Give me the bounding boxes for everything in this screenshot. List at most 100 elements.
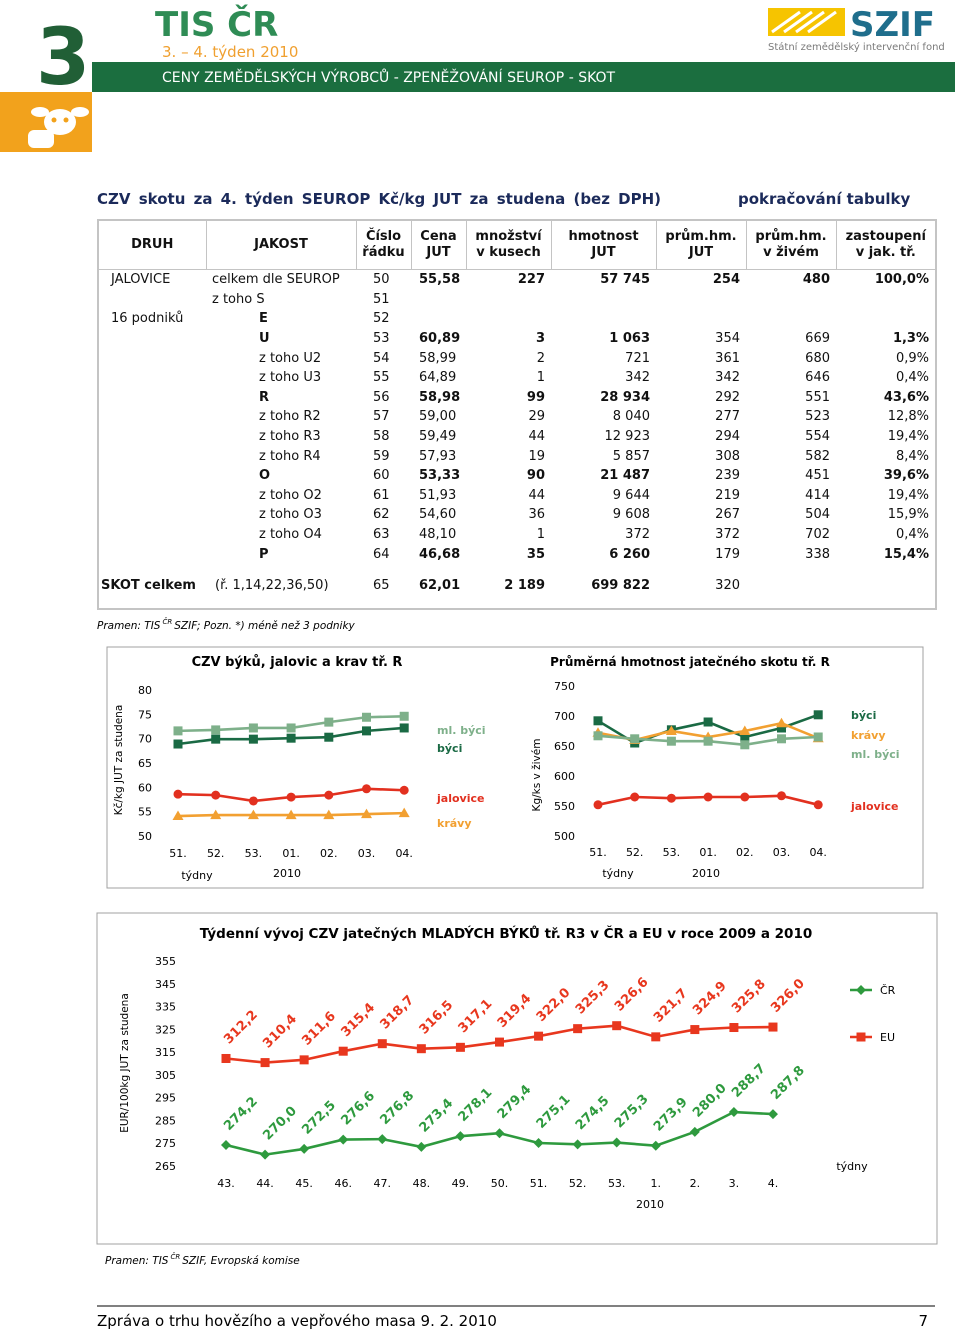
y-axis-label: Kg/ks v živém — [531, 739, 543, 812]
data-point — [285, 809, 297, 820]
data-point — [572, 1139, 583, 1150]
table-cell: 48,10 — [419, 527, 457, 543]
table-cell: 0,9% — [895, 350, 929, 366]
value-label: 315,4 — [338, 1000, 378, 1040]
y-tick-label: 550 — [554, 800, 575, 813]
data-point — [665, 725, 677, 735]
x-tick-label: 2. — [690, 1177, 701, 1190]
page-number: 7 — [918, 1312, 928, 1330]
brand: TIS ČR — [155, 4, 278, 45]
table-cell — [466, 309, 551, 329]
table-cell: 0,4% — [895, 527, 929, 543]
table-cell: 361 — [715, 350, 740, 366]
column-header: množství v kusech — [465, 219, 552, 270]
data-point — [286, 723, 296, 733]
value-label: 324,9 — [690, 979, 730, 1019]
data-point — [260, 1149, 271, 1160]
y-tick-label: 275 — [155, 1137, 176, 1150]
data-point — [776, 717, 787, 728]
value-label: 310,4 — [260, 1012, 300, 1052]
y-tick-label: 70 — [138, 733, 152, 746]
value-label: 319,4 — [495, 991, 535, 1031]
table-cell — [656, 309, 746, 329]
table-title: CZV skotu za 4. týden SEUROP Kč/kg JUT z… — [97, 190, 661, 208]
data-point — [210, 809, 222, 820]
value-label: 325,8 — [729, 977, 769, 1017]
data-point — [173, 726, 183, 736]
x-tick-label: 50. — [491, 1177, 509, 1190]
value-label: 321,7 — [651, 986, 691, 1026]
data-point — [494, 1128, 505, 1139]
footer-text: Zpráva o trhu hovězího a vepřového masa … — [97, 1312, 497, 1330]
table-cell: 51 — [373, 291, 390, 307]
data-point — [338, 1134, 349, 1145]
x-tick-label: 51. — [589, 846, 607, 859]
x-tick-label: 53. — [663, 846, 681, 859]
table-cell: 12 923 — [604, 429, 651, 445]
period: 3. – 4. týden 2010 — [162, 43, 298, 61]
table-cell: 239 — [715, 468, 740, 484]
legend-label: býci — [851, 709, 876, 722]
table-cell — [836, 309, 936, 329]
table-cell — [551, 309, 656, 329]
table-cell — [411, 309, 466, 329]
data-point — [221, 1053, 231, 1063]
y-tick-label: 50 — [138, 830, 152, 843]
table-cell: 680 — [805, 350, 830, 366]
value-label: 274,2 — [221, 1094, 261, 1134]
table-cell — [98, 388, 206, 408]
table-cell: 342 — [715, 370, 740, 386]
table-cell: 58,98 — [419, 389, 461, 405]
table-cell: 0,4% — [895, 370, 929, 386]
x-tick-label: 04. — [395, 847, 413, 860]
table-row: JALOVICE celkem dle SEUROP 50 55,58 227 57 74… — [98, 270, 936, 290]
legend-marker — [856, 985, 866, 995]
table-cell: 46,68 — [419, 546, 461, 562]
data-point — [324, 790, 334, 800]
data-point — [703, 736, 713, 746]
y-tick-label: 295 — [155, 1092, 176, 1105]
y-tick-label: 315 — [155, 1046, 176, 1059]
table-cell: 44 — [528, 487, 545, 503]
table-row: z toho R2 57 59,00 29 8 040 277 523 12,8% — [98, 407, 936, 427]
value-label: 270,0 — [260, 1104, 300, 1144]
data-point — [324, 717, 334, 727]
table-cell: 15,9% — [887, 507, 929, 523]
table-cell: 554 — [805, 429, 830, 445]
data-point — [593, 731, 603, 741]
column-header-line: prům.hm. — [755, 229, 827, 244]
column-header-line: hmotnost — [568, 229, 639, 244]
x-tick-label: 04. — [809, 846, 827, 859]
x-tick-label: 53. — [608, 1177, 626, 1190]
table-row: z toho U2 54 58,99 2 721 361 680 0,9% — [98, 348, 936, 368]
data-point — [455, 1042, 465, 1052]
value-label: 272,5 — [299, 1098, 339, 1138]
table-cell: 21 487 — [600, 468, 650, 484]
table-cell: z toho R3 — [259, 429, 321, 445]
column-header: Cena JUT — [410, 219, 467, 270]
column-header-line: JUT — [426, 245, 451, 260]
table-cell: 254 — [712, 272, 740, 288]
table-row: z toho U3 55 64,89 1 342 342 646 0,4% — [98, 368, 936, 388]
table-cell: 36 — [528, 507, 545, 523]
table-cell: U — [259, 331, 270, 347]
value-label: 275,3 — [612, 1092, 652, 1132]
source-sup: ČR — [170, 1252, 180, 1261]
data-point — [813, 800, 823, 810]
year-label: 2010 — [692, 867, 720, 880]
x-tick-label: 49. — [452, 1177, 470, 1190]
table-cell: 54 — [373, 350, 390, 366]
table-cell: 55 — [373, 370, 390, 386]
x-tick-label: 51. — [169, 847, 187, 860]
value-label: 326,6 — [612, 975, 652, 1015]
table-cell: 19,4% — [887, 487, 929, 503]
year-label: 2010 — [273, 867, 301, 880]
data-point — [728, 1107, 739, 1118]
data-point — [690, 1025, 700, 1035]
data-point — [739, 725, 751, 735]
table-row: P 64 46,68 35 6 260 179 338 15,4% — [98, 544, 936, 564]
table-cell: 59,00 — [419, 409, 457, 425]
table-cell — [98, 368, 206, 388]
y-tick-label: 305 — [155, 1069, 176, 1082]
